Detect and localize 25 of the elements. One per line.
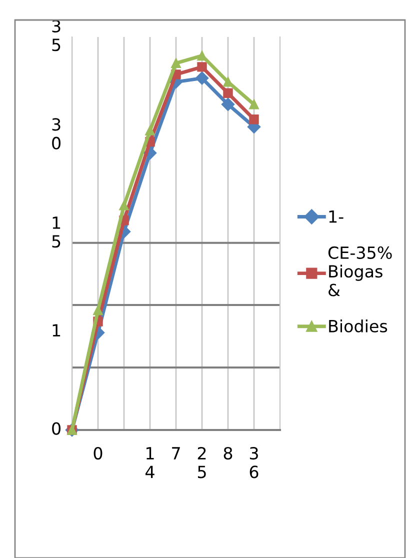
legend-label: Biodies [329, 320, 388, 332]
text: 3 0 [52, 118, 60, 150]
x-tick-label: 8 [224, 446, 232, 460]
x-tick-label: 7 [172, 447, 180, 460]
point [195, 72, 209, 85]
point [119, 200, 129, 210]
point [145, 126, 155, 136]
point [171, 58, 181, 68]
x-tick-label: 0 [94, 446, 102, 460]
x-tick-label: 1 4 [146, 447, 154, 478]
point [197, 50, 207, 61]
x-tick-label: 2 5 [198, 446, 206, 478]
point [223, 77, 233, 87]
point [249, 114, 259, 124]
point [223, 88, 233, 98]
legend-label: CE-35% Biogas & [328, 246, 392, 296]
text: 1 [52, 324, 60, 336]
x-tick-label: 3 6 [250, 446, 258, 478]
legend-label: 1- [329, 210, 344, 223]
point [249, 100, 259, 110]
text: 0 [52, 422, 60, 435]
text: 1 5 [52, 216, 60, 248]
point [221, 98, 235, 111]
point [93, 305, 103, 316]
point [197, 62, 207, 72]
